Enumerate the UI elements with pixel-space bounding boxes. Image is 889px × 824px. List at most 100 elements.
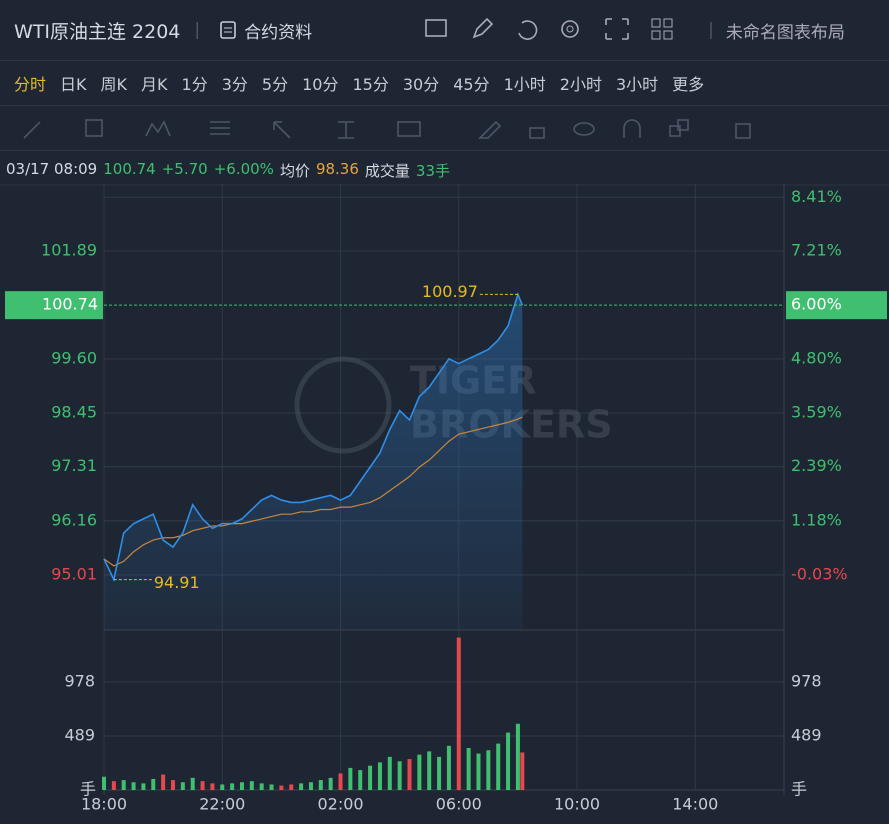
- volume-bar: [446, 745, 451, 790]
- period[interactable]: 分时: [14, 75, 47, 94]
- period-bar: 分时 日K 周K 月K 1分 3分 5分 10分 15分 30分 45分 1小时 2小时 3小时 更多: [0, 61, 889, 106]
- vol-value: 33手: [415, 162, 451, 180]
- volume-tick-label: 978: [64, 672, 95, 691]
- period[interactable]: 3小时: [615, 75, 659, 94]
- volume-bar: [210, 783, 215, 790]
- avg-label: 均价: [279, 162, 310, 180]
- period[interactable]: 1小时: [503, 75, 546, 94]
- volume-bar: [466, 748, 471, 790]
- period[interactable]: 周K: [100, 75, 128, 94]
- y2-tick-label: 1.18%: [791, 510, 842, 529]
- volume-bar: [348, 767, 353, 790]
- volume-bar: [476, 753, 481, 790]
- volume-bar: [269, 784, 274, 790]
- avg-value: 98.36: [315, 160, 359, 178]
- period[interactable]: 月K: [141, 75, 168, 94]
- info[interactable]: 合约资料: [244, 22, 313, 43]
- y-tick-label: 97.31: [51, 456, 97, 475]
- volume-bar: [456, 637, 461, 790]
- volume-bar: [417, 754, 422, 790]
- volume-bar: [520, 752, 525, 790]
- layout[interactable]: 未命名图表布局: [725, 22, 845, 43]
- quote-price: 100.74: [103, 160, 156, 178]
- divider: |: [708, 20, 714, 40]
- volume-bar: [180, 782, 185, 790]
- volume-bar: [506, 732, 511, 790]
- period[interactable]: 45分: [453, 75, 490, 94]
- volume-bar: [230, 783, 235, 790]
- period[interactable]: 30分: [402, 75, 440, 94]
- price-line: [103, 291, 524, 583]
- y-tick-label: 98.45: [51, 402, 97, 421]
- volume-bar: [299, 783, 304, 790]
- info-icon[interactable]: [218, 20, 238, 40]
- period[interactable]: 2小时: [559, 75, 602, 94]
- quote-change-pct: +6.00%: [213, 160, 274, 178]
- vol-label: 成交量: [364, 162, 410, 180]
- volume-bar: [486, 750, 491, 790]
- extreme-label: 94.91: [154, 573, 200, 592]
- current-price-box: [5, 291, 103, 320]
- quote-change: +5.70: [161, 160, 208, 178]
- volume-bar: [407, 759, 412, 790]
- y-tick-label: 95.01: [51, 564, 97, 583]
- volume-bar: [377, 762, 382, 790]
- period[interactable]: 15分: [352, 75, 389, 94]
- volume-bar: [220, 784, 225, 790]
- x-tick-label: 06:00: [436, 795, 482, 814]
- y-tick-label: 99.60: [51, 348, 97, 367]
- y2-tick-label: 2.39%: [791, 456, 842, 475]
- volume-bar: [239, 782, 244, 790]
- y-tick-label: 101.89: [41, 241, 97, 260]
- volume-unit: 手: [791, 780, 807, 799]
- volume-bar: [368, 765, 373, 790]
- drawing-tools[interactable]: [0, 106, 889, 151]
- volume-bar: [397, 761, 402, 790]
- volume-bar: [151, 778, 156, 790]
- volume-bar: [496, 743, 501, 790]
- period[interactable]: 10分: [302, 75, 339, 94]
- price-area: [104, 294, 523, 630]
- volume-bar: [328, 777, 333, 790]
- divider: |: [194, 20, 201, 40]
- volume-bar: [161, 774, 166, 790]
- y2-tick-label: 3.59%: [791, 402, 842, 421]
- y-tick-label: 96.16: [51, 510, 97, 529]
- period[interactable]: 3分: [221, 75, 248, 94]
- x-tick-label: 02:00: [317, 795, 363, 814]
- current-change-box: [786, 291, 887, 320]
- volume-bar: [318, 780, 323, 790]
- volume-bar: [259, 783, 264, 790]
- volume-bar: [387, 756, 392, 790]
- period[interactable]: 日K: [60, 75, 87, 94]
- volume-bar: [141, 783, 146, 790]
- x-tick-label: 18:00: [81, 795, 127, 814]
- y2-tick-label: 4.80%: [791, 348, 842, 367]
- volume-bar: [279, 785, 284, 790]
- quote-header: 03/17 08:09 100.74 +5.70 +6.00% 均价 98.36…: [6, 160, 450, 181]
- period[interactable]: 更多: [672, 75, 705, 94]
- volume-bar: [289, 784, 294, 790]
- symbol[interactable]: WTI原油主连 2204: [14, 20, 181, 43]
- y2-tick-label: -0.03%: [791, 564, 848, 583]
- volume-bar: [170, 780, 175, 790]
- tool-icons[interactable]: [422, 15, 702, 45]
- period[interactable]: 1分: [181, 75, 208, 94]
- volume-bar: [437, 756, 442, 790]
- volume-tick-label: 978: [791, 672, 822, 691]
- volume-tick-label: 489: [791, 726, 822, 745]
- avg-line: [103, 416, 523, 567]
- volume-bar: [338, 773, 343, 790]
- volume-bar: [200, 781, 205, 790]
- chart: 18:00 22:00 02:00 06:00 10:00 14:00 95.01 96.16…: [0, 184, 889, 814]
- volume-bar: [249, 781, 254, 790]
- x-tick-label: 14:00: [672, 795, 718, 814]
- x-tick-label: 10:00: [554, 795, 600, 814]
- volume-bar: [427, 751, 432, 790]
- period[interactable]: 5分: [261, 75, 289, 94]
- volume-bar: [131, 782, 136, 790]
- current-price-label: 100.74: [42, 295, 98, 314]
- volume-bar: [121, 780, 126, 790]
- volume-bar: [102, 776, 106, 790]
